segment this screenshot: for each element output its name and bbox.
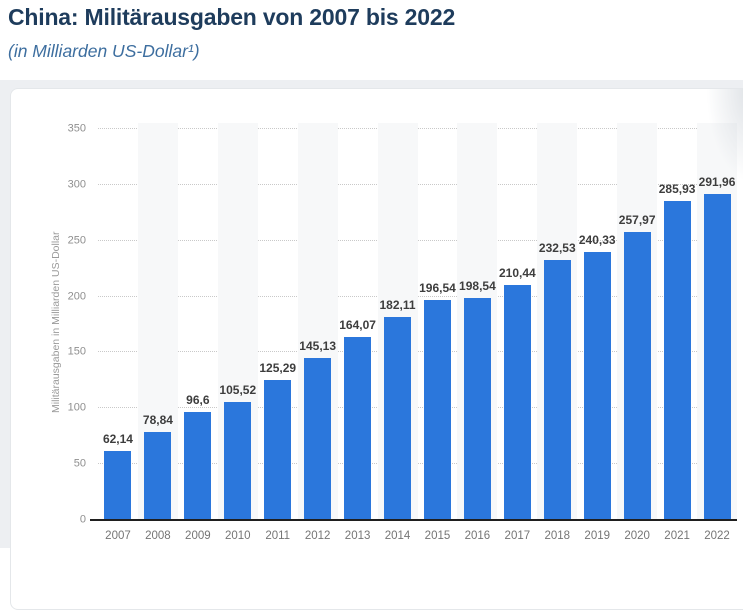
x-axis-tick-label: 2008 (145, 530, 171, 542)
x-axis-tick-label: 2009 (185, 530, 211, 542)
h-gridline (98, 295, 737, 297)
bar-column: 105,52 (217, 123, 258, 520)
bar-column: 164,07 (338, 123, 378, 520)
x-axis-tick-label: 2010 (224, 530, 251, 542)
bars-row: 62,14 78,84 96,6 105,52 125,29 145,13 164,07 18… (98, 123, 737, 520)
bar-column: 291,96 (697, 123, 737, 520)
bar-2012[interactable] (304, 357, 332, 520)
bar-column: 145,13 (297, 123, 338, 520)
bar-2008[interactable] (144, 431, 172, 520)
bar-value-label: 240,33 (578, 232, 616, 247)
x-axis-tick-label: 2014 (384, 530, 411, 542)
h-gridline (98, 128, 737, 129)
bar-2011[interactable] (264, 380, 292, 520)
bar-2019[interactable] (583, 251, 611, 520)
x-axis-tick-label: 2012 (304, 530, 331, 542)
bar-column: 182,11 (377, 123, 418, 520)
bar-2018[interactable] (543, 260, 571, 520)
y-axis-tick-label: 300 (67, 178, 86, 191)
y-axis-tick-label: 250 (67, 234, 86, 247)
bar-value-label: 196,54 (419, 281, 456, 296)
bar-column: 257,97 (617, 123, 658, 520)
bar-value-label: 182,11 (379, 297, 416, 312)
bar-value-label: 96,6 (186, 393, 210, 408)
x-axis-tick-label: 2011 (265, 530, 291, 542)
bar-2014[interactable] (384, 316, 412, 520)
bar-value-label: 198,54 (459, 279, 496, 294)
bar-column: 196,54 (418, 123, 458, 520)
plot-area: 62,14 78,84 96,6 105,52 125,29 145,13 164,07 18… (90, 123, 737, 521)
bar-2013[interactable] (344, 336, 372, 520)
bar-value-label: 164,07 (339, 317, 376, 332)
page-subtitle: (in Milliarden US-Dollar¹) (8, 41, 200, 61)
bar-2007[interactable] (104, 450, 132, 520)
bar-column: 210,44 (497, 123, 537, 520)
y-axis: 0 50 100 150 200 250 300 350 (11, 122, 86, 525)
bar-column: 96,6 (178, 123, 218, 520)
bar-value-label: 257,97 (618, 212, 656, 227)
h-gridline (98, 239, 737, 241)
bar-value-label: 291,96 (698, 174, 736, 189)
bar-column: 232,53 (537, 123, 578, 520)
bar-column: 240,33 (577, 123, 617, 520)
y-axis-tick-label: 150 (67, 345, 86, 358)
x-axis-tick-label: 2017 (504, 530, 531, 542)
bar-2015[interactable] (423, 300, 451, 520)
y-axis-tick-label: 0 (79, 513, 86, 526)
chart-card: Militärausgaben in Milliarden US-Dollar … (10, 88, 743, 610)
bar-value-label: 125,29 (259, 361, 297, 375)
h-gridline (98, 183, 737, 185)
x-axis-tick-label: 2016 (464, 530, 491, 542)
h-gridline (98, 463, 737, 465)
h-gridline (98, 407, 737, 409)
h-gridline (98, 351, 737, 353)
bar-2022[interactable] (703, 193, 731, 520)
bar-value-label: 210,44 (498, 265, 536, 280)
bar-value-label: 232,53 (538, 241, 576, 256)
x-axis-tick-label: 2019 (584, 530, 611, 542)
bar-column: 125,29 (258, 123, 298, 520)
y-axis-tick-label: 350 (67, 122, 86, 135)
chart-section: Militärausgaben in Milliarden US-Dollar … (0, 80, 743, 610)
y-axis-tick-label: 200 (67, 290, 86, 303)
x-axis-tick-label: 2021 (664, 530, 690, 542)
bar-2016[interactable] (463, 298, 491, 520)
bar-value-label: 78,84 (142, 412, 173, 427)
page-header: China: Militärausgaben von 2007 bis 2022… (0, 0, 743, 80)
bar-2017[interactable] (503, 284, 531, 520)
x-axis-tick-label: 2018 (544, 530, 571, 542)
x-axis-tick-label: 2022 (704, 530, 730, 542)
y-axis-tick-label: 100 (67, 401, 86, 414)
x-axis-tick-label: 2013 (344, 530, 371, 542)
bar-value-label: 145,13 (299, 338, 337, 353)
bar-2009[interactable] (184, 412, 212, 520)
bar-value-label: 62,14 (102, 431, 133, 446)
x-axis: 2007 2008 2009 2010 2011 2012 2013 2014 2015 2016… (98, 530, 737, 542)
bar-column: 198,54 (457, 123, 498, 520)
bar-2010[interactable] (224, 402, 252, 520)
bar-column: 78,84 (137, 123, 178, 520)
bar-value-label: 285,93 (658, 181, 696, 196)
x-axis-line (90, 519, 737, 521)
x-axis-tick-label: 2007 (105, 530, 131, 542)
bar-2020[interactable] (623, 231, 651, 520)
bar-value-label: 105,52 (219, 383, 257, 398)
y-axis-tick-label: 50 (73, 457, 86, 470)
x-axis-tick-label: 2015 (424, 530, 451, 542)
bar-2021[interactable] (663, 200, 691, 520)
bar-column: 62,14 (98, 123, 138, 520)
bar-column: 285,93 (657, 123, 697, 520)
page-title: China: Militärausgaben von 2007 bis 2022 (8, 4, 456, 30)
x-axis-tick-label: 2020 (624, 530, 650, 542)
